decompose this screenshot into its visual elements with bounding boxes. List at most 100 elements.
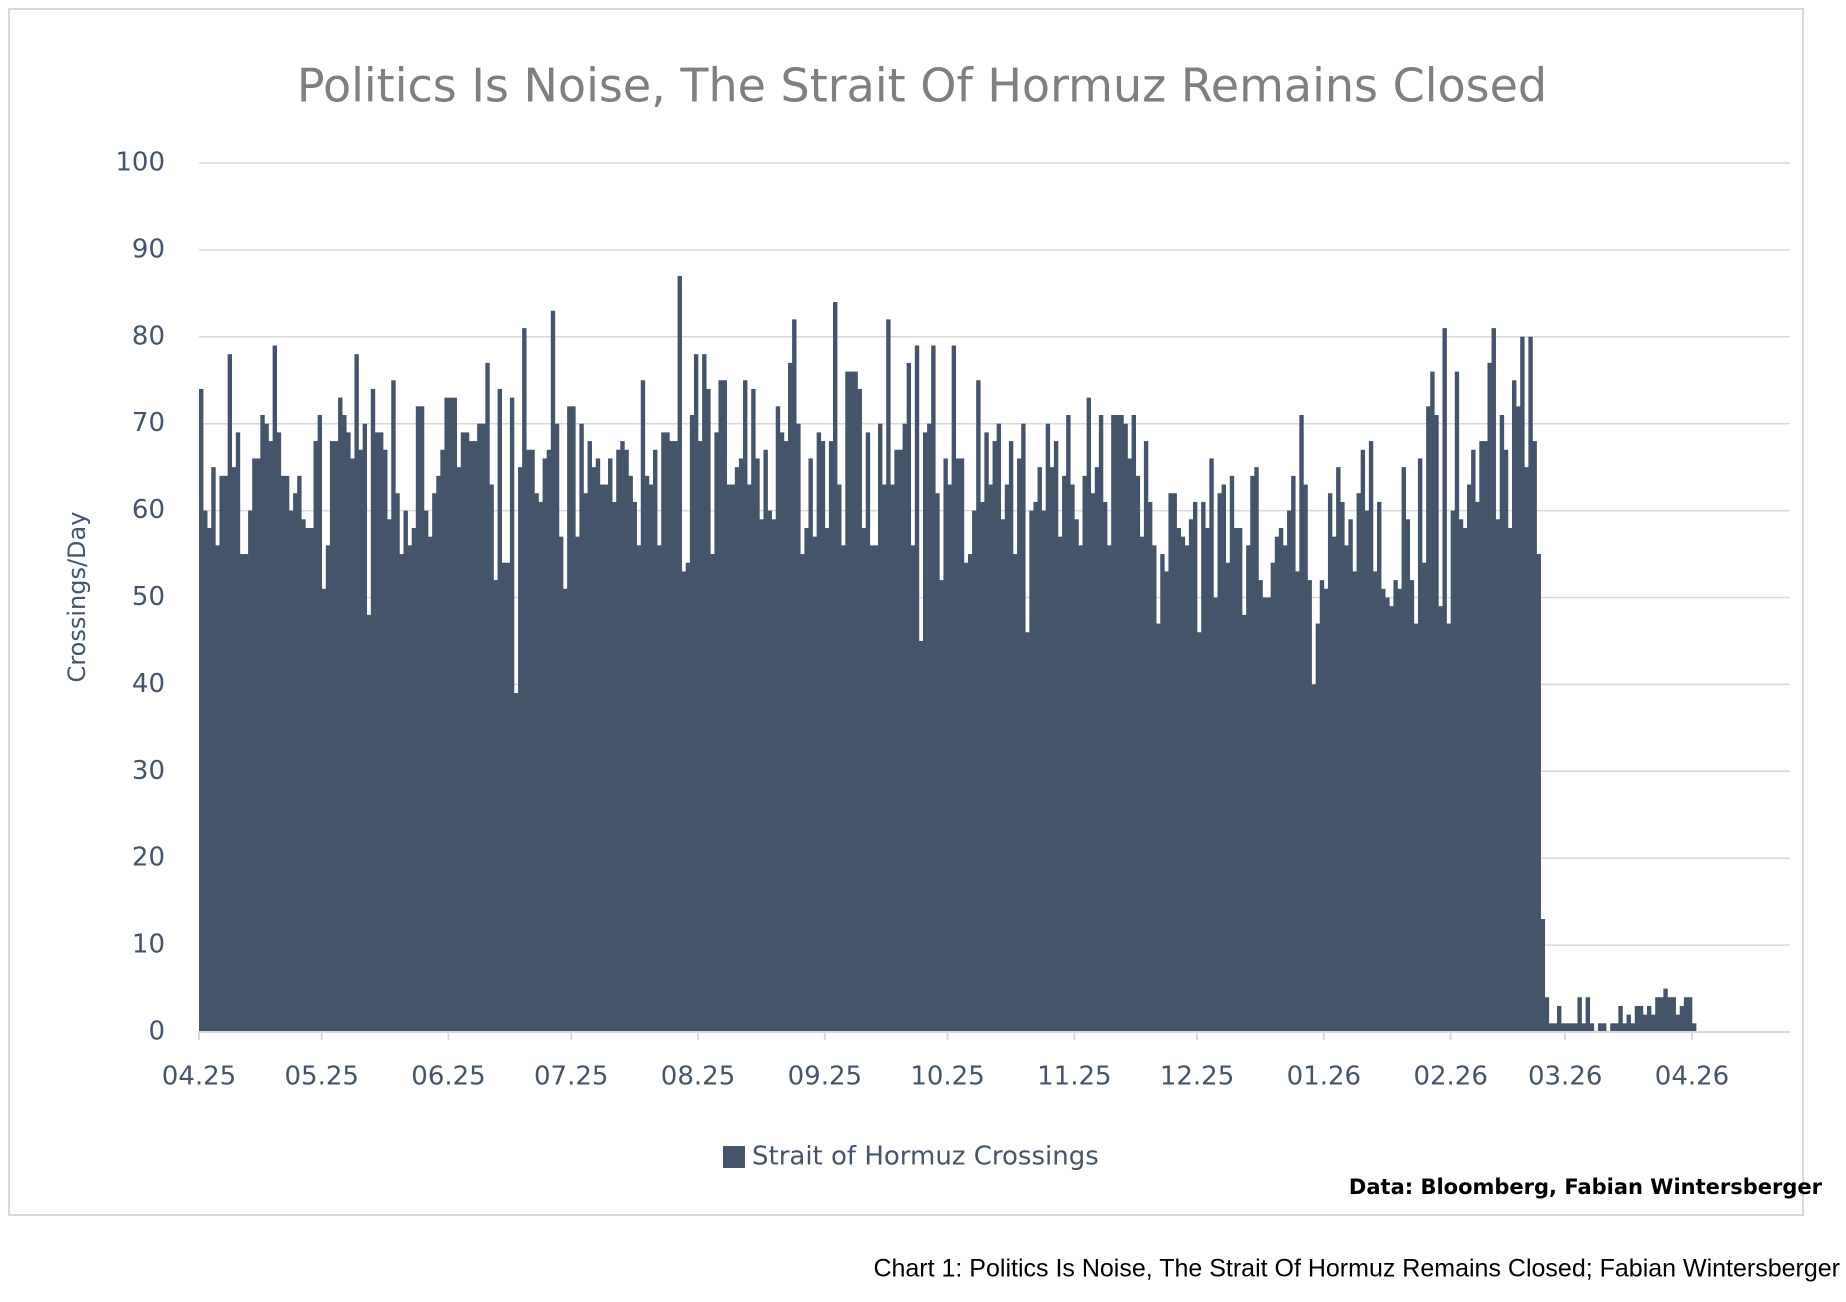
bar	[828, 441, 834, 1033]
bar	[747, 484, 752, 1032]
bar	[792, 319, 797, 1032]
bar	[505, 562, 511, 1032]
bar	[305, 527, 310, 1032]
bar	[1274, 536, 1280, 1032]
bar	[477, 423, 482, 1032]
bar	[448, 397, 453, 1032]
y-tick-label: 60	[132, 495, 165, 525]
y-tick-label: 90	[132, 234, 165, 264]
bar	[1687, 997, 1693, 1032]
bar	[1610, 1023, 1615, 1032]
bar	[546, 449, 552, 1032]
bar	[1086, 397, 1092, 1032]
bar	[1029, 510, 1034, 1033]
bar	[865, 432, 871, 1032]
bar	[440, 449, 445, 1032]
bar	[1000, 519, 1006, 1032]
bar	[260, 415, 265, 1032]
bar	[235, 432, 241, 1032]
bar	[1507, 527, 1513, 1032]
bar	[1217, 493, 1222, 1033]
bar	[1066, 415, 1071, 1032]
bar	[653, 449, 658, 1032]
bar	[509, 397, 515, 1032]
bar	[1307, 580, 1312, 1032]
y-tick-label: 50	[132, 582, 165, 612]
bar	[1201, 501, 1206, 1032]
bar	[804, 527, 809, 1032]
caption: Chart 1: Politics Is Noise, The Strait O…	[873, 1255, 1840, 1283]
bar	[967, 554, 973, 1032]
bar	[661, 432, 666, 1032]
bar	[256, 458, 261, 1033]
bar	[1053, 441, 1059, 1033]
bar	[350, 458, 355, 1033]
bar	[943, 458, 948, 1033]
bar	[534, 493, 539, 1033]
bar	[1062, 475, 1067, 1033]
bar	[1139, 536, 1145, 1032]
bar	[706, 388, 711, 1032]
bar	[751, 388, 756, 1032]
bar	[522, 328, 527, 1032]
bar	[689, 415, 695, 1032]
bar	[288, 510, 294, 1033]
bar	[1041, 510, 1047, 1033]
y-tick-label: 80	[132, 321, 165, 351]
bar	[530, 449, 535, 1032]
bar	[485, 362, 490, 1032]
y-tick-label: 0	[148, 1017, 165, 1047]
bar	[428, 536, 433, 1032]
bar	[1671, 997, 1676, 1032]
bar	[620, 441, 625, 1033]
bar	[513, 693, 519, 1032]
bar	[199, 388, 204, 1032]
bar	[640, 380, 646, 1032]
bar	[1225, 562, 1231, 1032]
x-tick-label: 08.25	[661, 1062, 735, 1092]
bar	[1123, 423, 1128, 1032]
bar	[734, 467, 740, 1032]
bar	[1683, 997, 1689, 1032]
bar	[1377, 501, 1382, 1032]
bar	[268, 441, 273, 1033]
bar	[612, 501, 617, 1032]
bar	[436, 475, 441, 1033]
bar	[722, 380, 727, 1032]
bar	[301, 519, 306, 1032]
bar	[1303, 484, 1308, 1032]
bar	[1008, 441, 1014, 1033]
bar	[763, 449, 768, 1032]
bar	[808, 458, 813, 1033]
bar	[1516, 406, 1521, 1032]
bar	[321, 588, 327, 1032]
x-tick-label: 02.26	[1413, 1062, 1487, 1092]
bar	[1360, 449, 1366, 1032]
source-note: Data: Bloomberg, Fabian Wintersberger	[1349, 1175, 1823, 1199]
bar	[1479, 441, 1484, 1033]
bar	[518, 467, 523, 1032]
bar	[1426, 406, 1431, 1032]
bar	[1021, 423, 1026, 1032]
x-tick-label: 07.25	[534, 1062, 608, 1092]
bar	[1544, 997, 1550, 1032]
bar	[1094, 467, 1100, 1032]
bar	[1667, 997, 1672, 1032]
bar	[820, 441, 826, 1033]
bar	[882, 484, 887, 1032]
bar	[1381, 588, 1386, 1032]
bar	[1311, 684, 1316, 1032]
bar	[1348, 519, 1353, 1032]
bar	[1168, 493, 1173, 1033]
bar	[1090, 493, 1096, 1033]
bar	[468, 441, 474, 1033]
bar	[1597, 1023, 1603, 1032]
bar	[1634, 1005, 1640, 1032]
x-tick-label: 12.25	[1160, 1062, 1234, 1092]
y-tick-label: 30	[132, 756, 165, 786]
bar	[632, 501, 637, 1032]
bar	[1147, 501, 1153, 1032]
bar	[342, 415, 347, 1032]
bar	[1561, 1023, 1566, 1032]
